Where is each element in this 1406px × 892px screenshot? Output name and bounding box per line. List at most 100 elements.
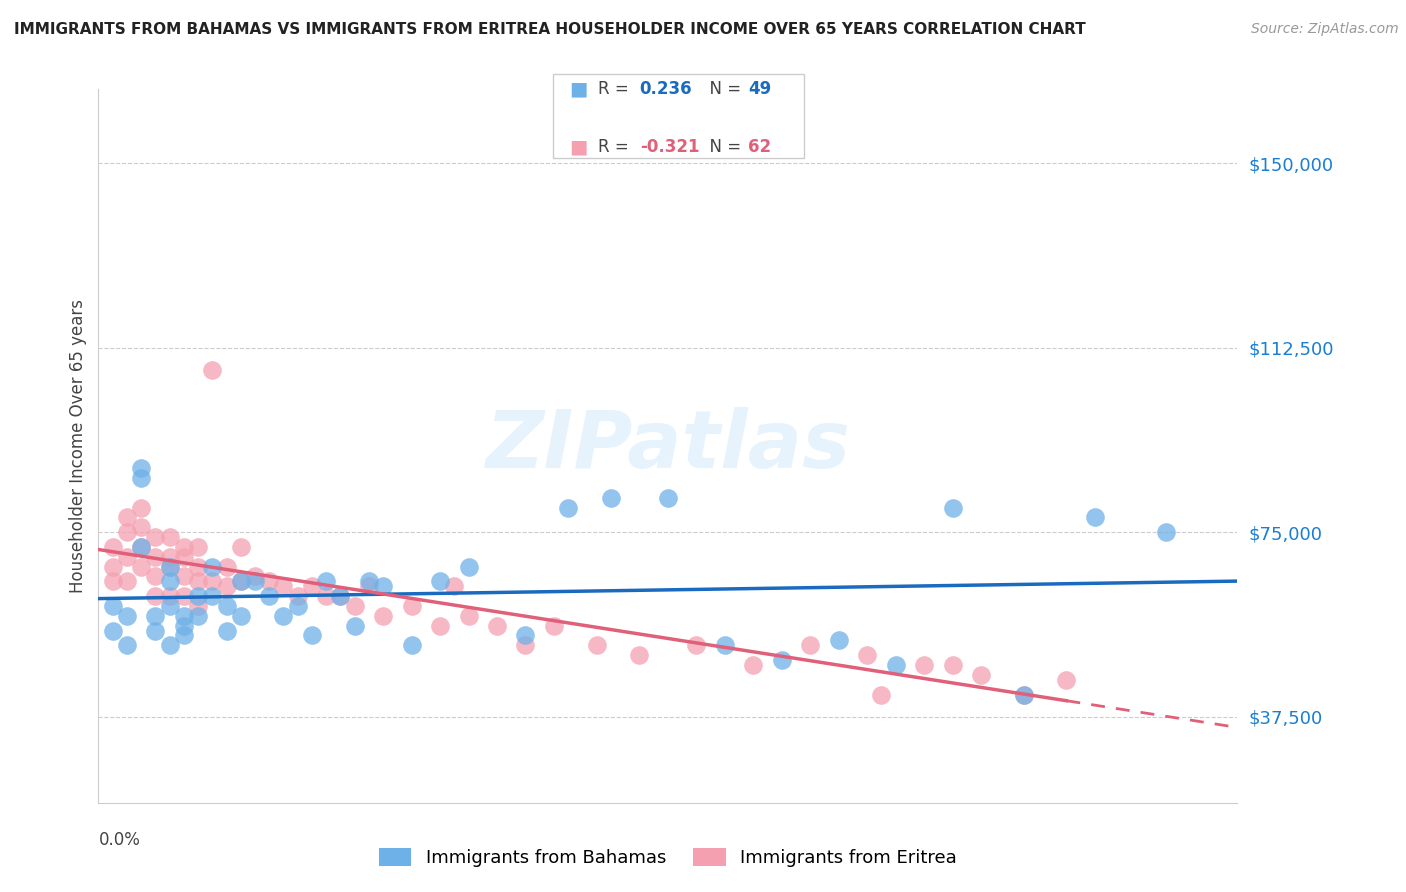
Point — [259, 574, 281, 589]
Point — [229, 608, 252, 623]
Point — [145, 569, 167, 583]
Point — [173, 628, 195, 642]
Point — [115, 608, 138, 623]
Point — [159, 589, 181, 603]
Point — [159, 638, 181, 652]
Point — [201, 574, 224, 589]
Point — [145, 589, 167, 603]
Point — [243, 569, 266, 583]
Point — [515, 638, 537, 652]
Point — [329, 589, 352, 603]
Point — [115, 549, 138, 564]
Text: IMMIGRANTS FROM BAHAMAS VS IMMIGRANTS FROM ERITREA HOUSEHOLDER INCOME OVER 65 YE: IMMIGRANTS FROM BAHAMAS VS IMMIGRANTS FR… — [14, 22, 1085, 37]
Point — [215, 559, 238, 574]
Point — [315, 574, 337, 589]
Text: ■: ■ — [569, 79, 588, 99]
Point — [1154, 525, 1177, 540]
Point — [429, 618, 451, 632]
Point — [187, 540, 209, 554]
Point — [1084, 510, 1107, 524]
Point — [129, 540, 152, 554]
Point — [229, 540, 252, 554]
Point — [187, 608, 209, 623]
Text: ZIPatlas: ZIPatlas — [485, 407, 851, 485]
Point — [159, 559, 181, 574]
Text: Source: ZipAtlas.com: Source: ZipAtlas.com — [1251, 22, 1399, 37]
Point — [357, 574, 380, 589]
Point — [600, 491, 623, 505]
Point — [912, 658, 935, 673]
Point — [657, 491, 679, 505]
Point — [115, 638, 138, 652]
Point — [145, 624, 167, 638]
Point — [942, 500, 965, 515]
Point — [543, 618, 565, 632]
Point — [201, 362, 224, 376]
Point — [173, 608, 195, 623]
Point — [799, 638, 821, 652]
Point — [115, 510, 138, 524]
Point — [115, 525, 138, 540]
Point — [187, 589, 209, 603]
Point — [173, 618, 195, 632]
Point — [101, 559, 124, 574]
Point — [301, 628, 323, 642]
Point — [201, 589, 224, 603]
Point — [173, 540, 195, 554]
Point — [259, 589, 281, 603]
Point — [1012, 688, 1035, 702]
Point — [287, 599, 309, 613]
Text: N =: N = — [699, 80, 747, 98]
Point — [685, 638, 707, 652]
Point — [173, 569, 195, 583]
Point — [101, 574, 124, 589]
Point — [401, 599, 423, 613]
Point — [215, 579, 238, 593]
Point — [1012, 688, 1035, 702]
Text: 62: 62 — [748, 138, 770, 156]
Text: -0.321: -0.321 — [640, 138, 699, 156]
Point — [101, 540, 124, 554]
Point — [229, 574, 252, 589]
Text: R =: R = — [598, 138, 634, 156]
Point — [371, 579, 394, 593]
Point — [129, 500, 152, 515]
Point — [970, 668, 993, 682]
Text: 0.0%: 0.0% — [98, 831, 141, 849]
Point — [243, 574, 266, 589]
Point — [129, 520, 152, 534]
Point — [215, 599, 238, 613]
Point — [742, 658, 765, 673]
Point — [1056, 673, 1078, 687]
Legend: Immigrants from Bahamas, Immigrants from Eritrea: Immigrants from Bahamas, Immigrants from… — [371, 840, 965, 874]
Point — [371, 608, 394, 623]
Point — [287, 589, 309, 603]
Text: 49: 49 — [748, 80, 772, 98]
Point — [357, 579, 380, 593]
Point — [429, 574, 451, 589]
Text: N =: N = — [699, 138, 747, 156]
Point — [585, 638, 607, 652]
Point — [628, 648, 651, 662]
Text: R =: R = — [598, 80, 634, 98]
Point — [714, 638, 737, 652]
Point — [173, 549, 195, 564]
Point — [343, 618, 366, 632]
Point — [159, 599, 181, 613]
Point — [273, 579, 295, 593]
Point — [329, 589, 352, 603]
Point — [828, 633, 851, 648]
Point — [273, 608, 295, 623]
Point — [770, 653, 793, 667]
Point — [486, 618, 509, 632]
Point — [129, 559, 152, 574]
Point — [301, 579, 323, 593]
Point — [201, 559, 224, 574]
Point — [173, 589, 195, 603]
Y-axis label: Householder Income Over 65 years: Householder Income Over 65 years — [69, 299, 87, 593]
Point — [401, 638, 423, 652]
Point — [870, 688, 893, 702]
Point — [145, 530, 167, 544]
Point — [159, 530, 181, 544]
Point — [159, 549, 181, 564]
